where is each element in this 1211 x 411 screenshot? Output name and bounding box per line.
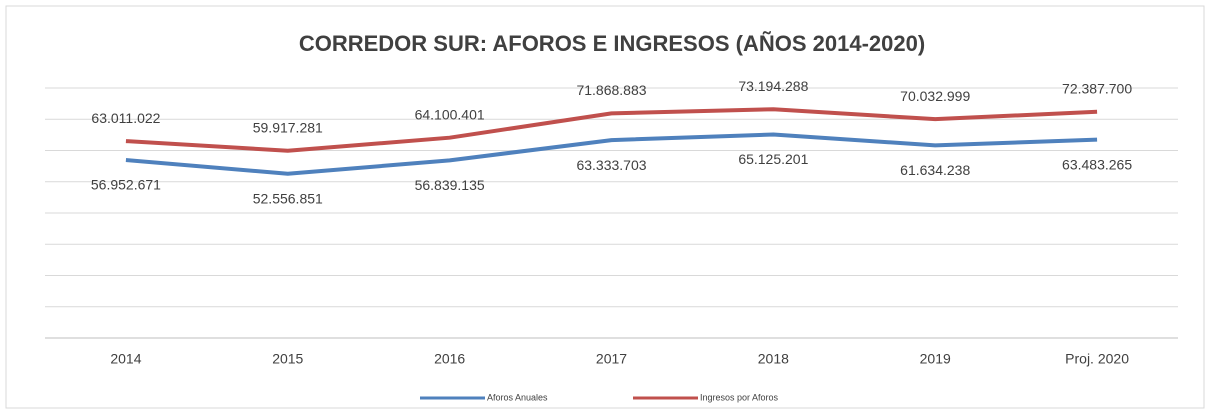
data-label: 56.952.671 <box>91 177 161 193</box>
data-label: 64.100.401 <box>415 106 485 122</box>
x-tick-label: 2019 <box>920 351 951 367</box>
series-line <box>125 107 1098 153</box>
legend-label: Ingresos por Aforos <box>700 392 779 402</box>
chart-title: CORREDOR SUR: AFOROS E INGRESOS (AÑOS 20… <box>299 31 925 56</box>
series-line <box>125 132 1098 176</box>
legend-label: Aforos Anuales <box>487 392 548 402</box>
data-label: 63.483.265 <box>1062 156 1132 172</box>
data-label: 52.556.851 <box>253 190 323 206</box>
chart-border <box>5 5 1205 409</box>
data-label: 73.194.288 <box>738 78 808 94</box>
data-label: 72.387.700 <box>1062 80 1132 96</box>
data-label: 63.011.022 <box>91 110 160 126</box>
x-tick-label: 2018 <box>758 351 789 367</box>
data-label: 59.917.281 <box>253 119 323 135</box>
data-label: 70.032.999 <box>900 88 970 104</box>
x-tick-label: 2015 <box>272 351 303 367</box>
x-tick-label: Proj. 2020 <box>1065 351 1129 367</box>
data-label: 61.634.238 <box>900 162 970 178</box>
data-label: 71.868.883 <box>576 82 646 98</box>
x-tick-label: 2016 <box>434 351 465 367</box>
x-tick-label: 2014 <box>110 351 141 367</box>
data-label: 65.125.201 <box>738 151 808 167</box>
data-label: 63.333.703 <box>576 157 646 173</box>
x-tick-label: 2017 <box>596 351 627 367</box>
data-label: 56.839.135 <box>415 177 485 193</box>
